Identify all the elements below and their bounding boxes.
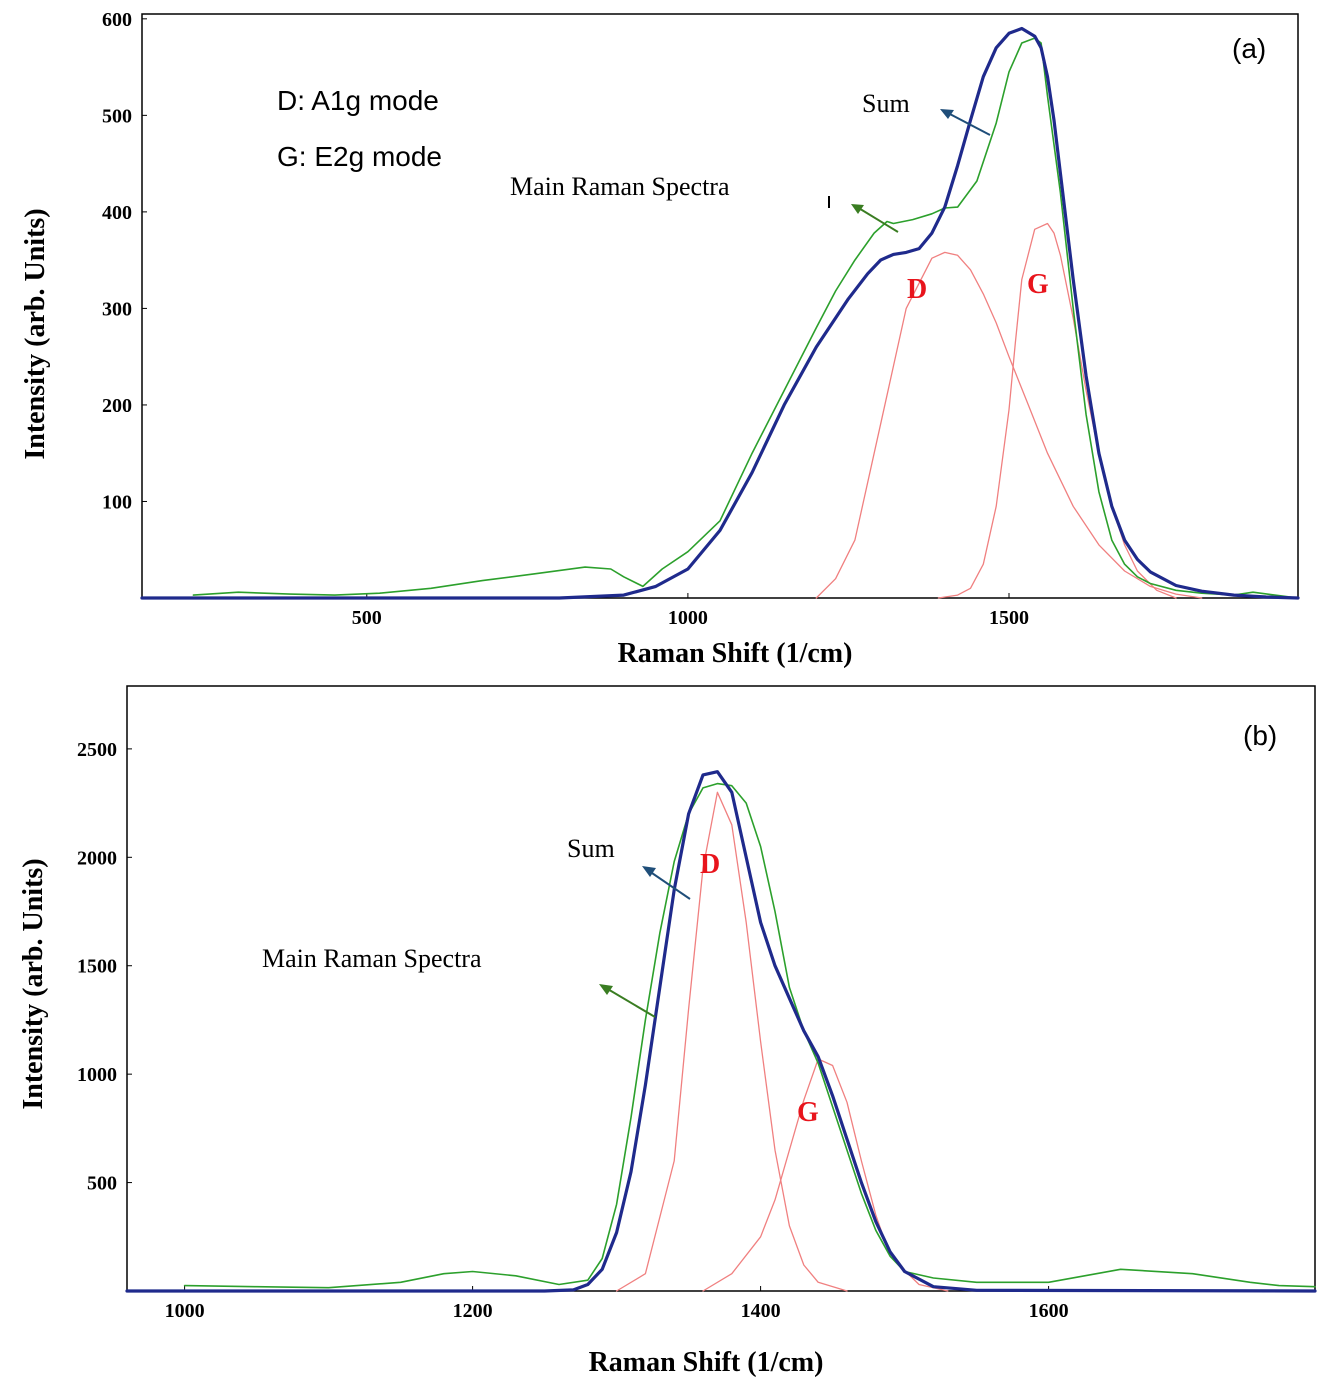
series-main-raman-spectra-a	[192, 37, 1299, 599]
arrow-head-sum-a	[940, 109, 954, 119]
series-d-b	[615, 791, 848, 1292]
y-tick-label-b-500: 500	[87, 1173, 117, 1195]
series-sum-b	[125, 770, 1317, 1293]
y-tick-label-b-2500: 2500	[77, 739, 117, 761]
panel-label-b: (b)	[1243, 720, 1277, 751]
x-axis-title-a: Raman Shift (1/cm)	[618, 638, 853, 669]
panel-label-a: (a)	[1232, 33, 1266, 64]
curves-a	[140, 26, 1300, 600]
annotation-main-spectra-a: Main Raman Spectra	[510, 172, 730, 201]
series-main-raman-spectra-b	[183, 782, 1316, 1289]
annotation-main-spectra-b: Main Raman Spectra	[262, 944, 482, 973]
annotation-sum-b: Sum	[567, 834, 615, 863]
x-tick-label-b-1000: 1000	[165, 1300, 205, 1322]
peak-label-d-a: D	[907, 274, 927, 305]
plot-frame-a	[141, 13, 1299, 599]
peak-label-g-a: G	[1027, 269, 1049, 300]
y-axis-title-a: Intensity (arb. Units)	[20, 208, 51, 459]
x-tick-label-a-1500: 1500	[989, 607, 1029, 629]
peak-label-g-b: G	[797, 1097, 819, 1128]
x-tick-label-a-500: 500	[352, 607, 382, 629]
arrow-sum-b	[648, 870, 691, 900]
y-tick-label-a-500: 500	[102, 105, 132, 127]
legend-line-g: G: E2g mode	[277, 141, 442, 172]
x-axis-title-b: Raman Shift (1/cm)	[589, 1347, 824, 1378]
arrow-main-spectra-b	[605, 987, 656, 1018]
x-tick-label-b-1400: 1400	[741, 1300, 781, 1322]
ticks-a: 500 1000 1500 100 200 300 400 500 600	[102, 9, 1029, 629]
y-tick-label-b-2000: 2000	[77, 847, 117, 869]
x-tick-label-a-1000: 1000	[668, 607, 708, 629]
arrow-sum-a	[945, 111, 991, 136]
arrow-main-spectra-a	[856, 206, 899, 233]
legend-line-d: D: A1g mode	[277, 85, 439, 116]
y-tick-label-a-600: 600	[102, 9, 132, 31]
y-tick-label-b-1500: 1500	[77, 956, 117, 978]
annotation-sum-a: Sum	[862, 89, 910, 118]
plot-frame-b	[126, 685, 1316, 1292]
series-d-a	[815, 251, 1203, 599]
y-tick-label-a-200: 200	[102, 395, 132, 417]
y-tick-label-a-400: 400	[102, 202, 132, 224]
y-tick-label-b-1000: 1000	[77, 1064, 117, 1086]
peak-label-d-b: D	[700, 849, 720, 880]
curves-b	[125, 770, 1317, 1293]
chart-panel-a: 500 1000 1500 100 200 300 400 500 600 (a) D: A1g…	[20, 9, 1300, 669]
series-sum-a	[140, 26, 1300, 600]
y-axis-title-b: Intensity (arb. Units)	[18, 858, 49, 1109]
ticks-b: 1000 1200 1400 1600 500 1000 1500 2000 2500	[77, 739, 1069, 1322]
arrow-head-main-spectra-a	[851, 204, 864, 214]
arrow-head-sum-b	[642, 866, 656, 877]
y-tick-label-a-100: 100	[102, 491, 132, 513]
x-tick-label-b-1200: 1200	[453, 1300, 493, 1322]
arrow-head-main-spectra-b	[599, 984, 613, 995]
y-tick-label-a-300: 300	[102, 298, 132, 320]
x-tick-label-b-1600: 1600	[1029, 1300, 1069, 1322]
